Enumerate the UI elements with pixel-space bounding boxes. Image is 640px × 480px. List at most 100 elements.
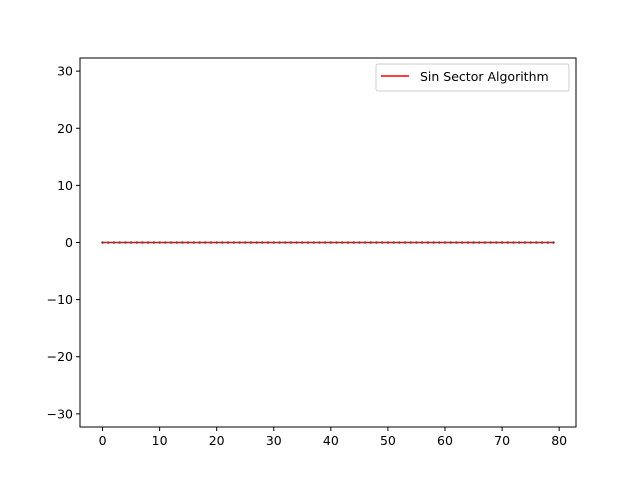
data-point: [375, 241, 378, 244]
data-point: [340, 241, 344, 244]
y-tick-label: 10: [57, 178, 73, 193]
data-point: [301, 241, 304, 244]
data-point: [186, 241, 190, 244]
data-point: [540, 241, 544, 244]
data-point: [369, 241, 373, 244]
data-point: [409, 241, 413, 244]
data-point: [261, 241, 264, 244]
data-point: [380, 241, 384, 244]
data-point: [449, 241, 453, 244]
data-point: [477, 241, 481, 244]
data-point: [517, 241, 521, 244]
data-point: [312, 241, 316, 244]
data-point: [192, 241, 196, 244]
x-tick-label: 50: [380, 433, 396, 448]
data-point: [552, 241, 555, 244]
data-point: [335, 241, 338, 244]
data-point: [158, 241, 161, 244]
data-point: [323, 241, 327, 244]
data-point: [181, 241, 184, 244]
data-point: [215, 241, 218, 244]
data-point: [249, 241, 253, 244]
data-point: [101, 241, 104, 244]
data-point: [124, 241, 127, 244]
data-point: [266, 241, 270, 244]
data-point: [386, 241, 390, 244]
data-point: [152, 241, 156, 244]
data-point: [278, 241, 281, 244]
data-point: [358, 241, 361, 244]
data-point: [232, 241, 236, 244]
data-point: [500, 241, 504, 244]
data-point: [426, 241, 430, 244]
data-point: [209, 241, 213, 244]
data-point: [164, 241, 167, 244]
data-point: [112, 241, 116, 244]
data-point: [118, 241, 121, 244]
data-point: [529, 241, 532, 244]
data-point: [141, 241, 144, 244]
data-point: [106, 241, 110, 244]
data-point: [255, 241, 258, 244]
data-point: [175, 241, 179, 244]
data-point: [306, 241, 310, 244]
data-point: [472, 241, 475, 244]
data-point: [221, 241, 224, 244]
y-tick-label: 20: [57, 121, 73, 136]
data-point: [318, 241, 321, 244]
y-tick-label: −10: [47, 292, 73, 307]
data-point: [243, 241, 247, 244]
legend-box: [375, 63, 570, 92]
data-point: [226, 241, 230, 244]
data-point: [535, 241, 538, 244]
data-point: [346, 241, 350, 244]
x-tick-label: 30: [266, 433, 282, 448]
data-point: [455, 241, 458, 244]
data-point: [460, 241, 464, 244]
data-point: [169, 241, 173, 244]
data-point: [363, 241, 367, 244]
series-layer: [101, 241, 555, 244]
y-tick-label: −20: [47, 349, 73, 364]
x-tick-label: 0: [99, 433, 107, 448]
data-point: [146, 241, 150, 244]
data-point: [352, 241, 355, 244]
data-point: [483, 241, 487, 244]
data-point: [272, 241, 276, 244]
data-point: [403, 241, 407, 244]
data-point: [495, 241, 498, 244]
x-tick-label: 20: [209, 433, 225, 448]
data-point: [512, 241, 515, 244]
data-point: [329, 241, 333, 244]
data-point: [289, 241, 293, 244]
data-point: [546, 241, 550, 244]
x-tick-label: 40: [323, 433, 339, 448]
data-point: [466, 241, 470, 244]
data-point: [392, 241, 395, 244]
data-point: [398, 241, 401, 244]
data-point: [443, 241, 447, 244]
data-point: [283, 241, 287, 244]
x-tick-label: 10: [152, 433, 168, 448]
data-point: [438, 241, 441, 244]
data-point: [420, 241, 424, 244]
y-tick-label: 0: [65, 235, 73, 250]
data-point: [129, 241, 133, 244]
legend: Sin Sector Algorithm: [375, 63, 570, 92]
data-point: [506, 241, 510, 244]
data-point: [238, 241, 241, 244]
legend-label-sin-sector-algorithm: Sin Sector Algorithm: [420, 69, 549, 84]
data-point: [135, 241, 139, 244]
data-point: [198, 241, 201, 244]
data-point: [415, 241, 418, 244]
x-tick-label: 80: [551, 433, 567, 448]
y-tick-label: 30: [57, 64, 73, 79]
y-axis: −30 −20 −10 0 10 20 30: [47, 64, 80, 421]
data-point: [203, 241, 207, 244]
x-tick-label: 60: [437, 433, 453, 448]
data-point: [432, 241, 435, 244]
y-tick-label: −30: [47, 406, 73, 421]
data-point: [295, 241, 298, 244]
x-axis: 0 10 20 30 40 50 60 70 80: [99, 427, 567, 448]
